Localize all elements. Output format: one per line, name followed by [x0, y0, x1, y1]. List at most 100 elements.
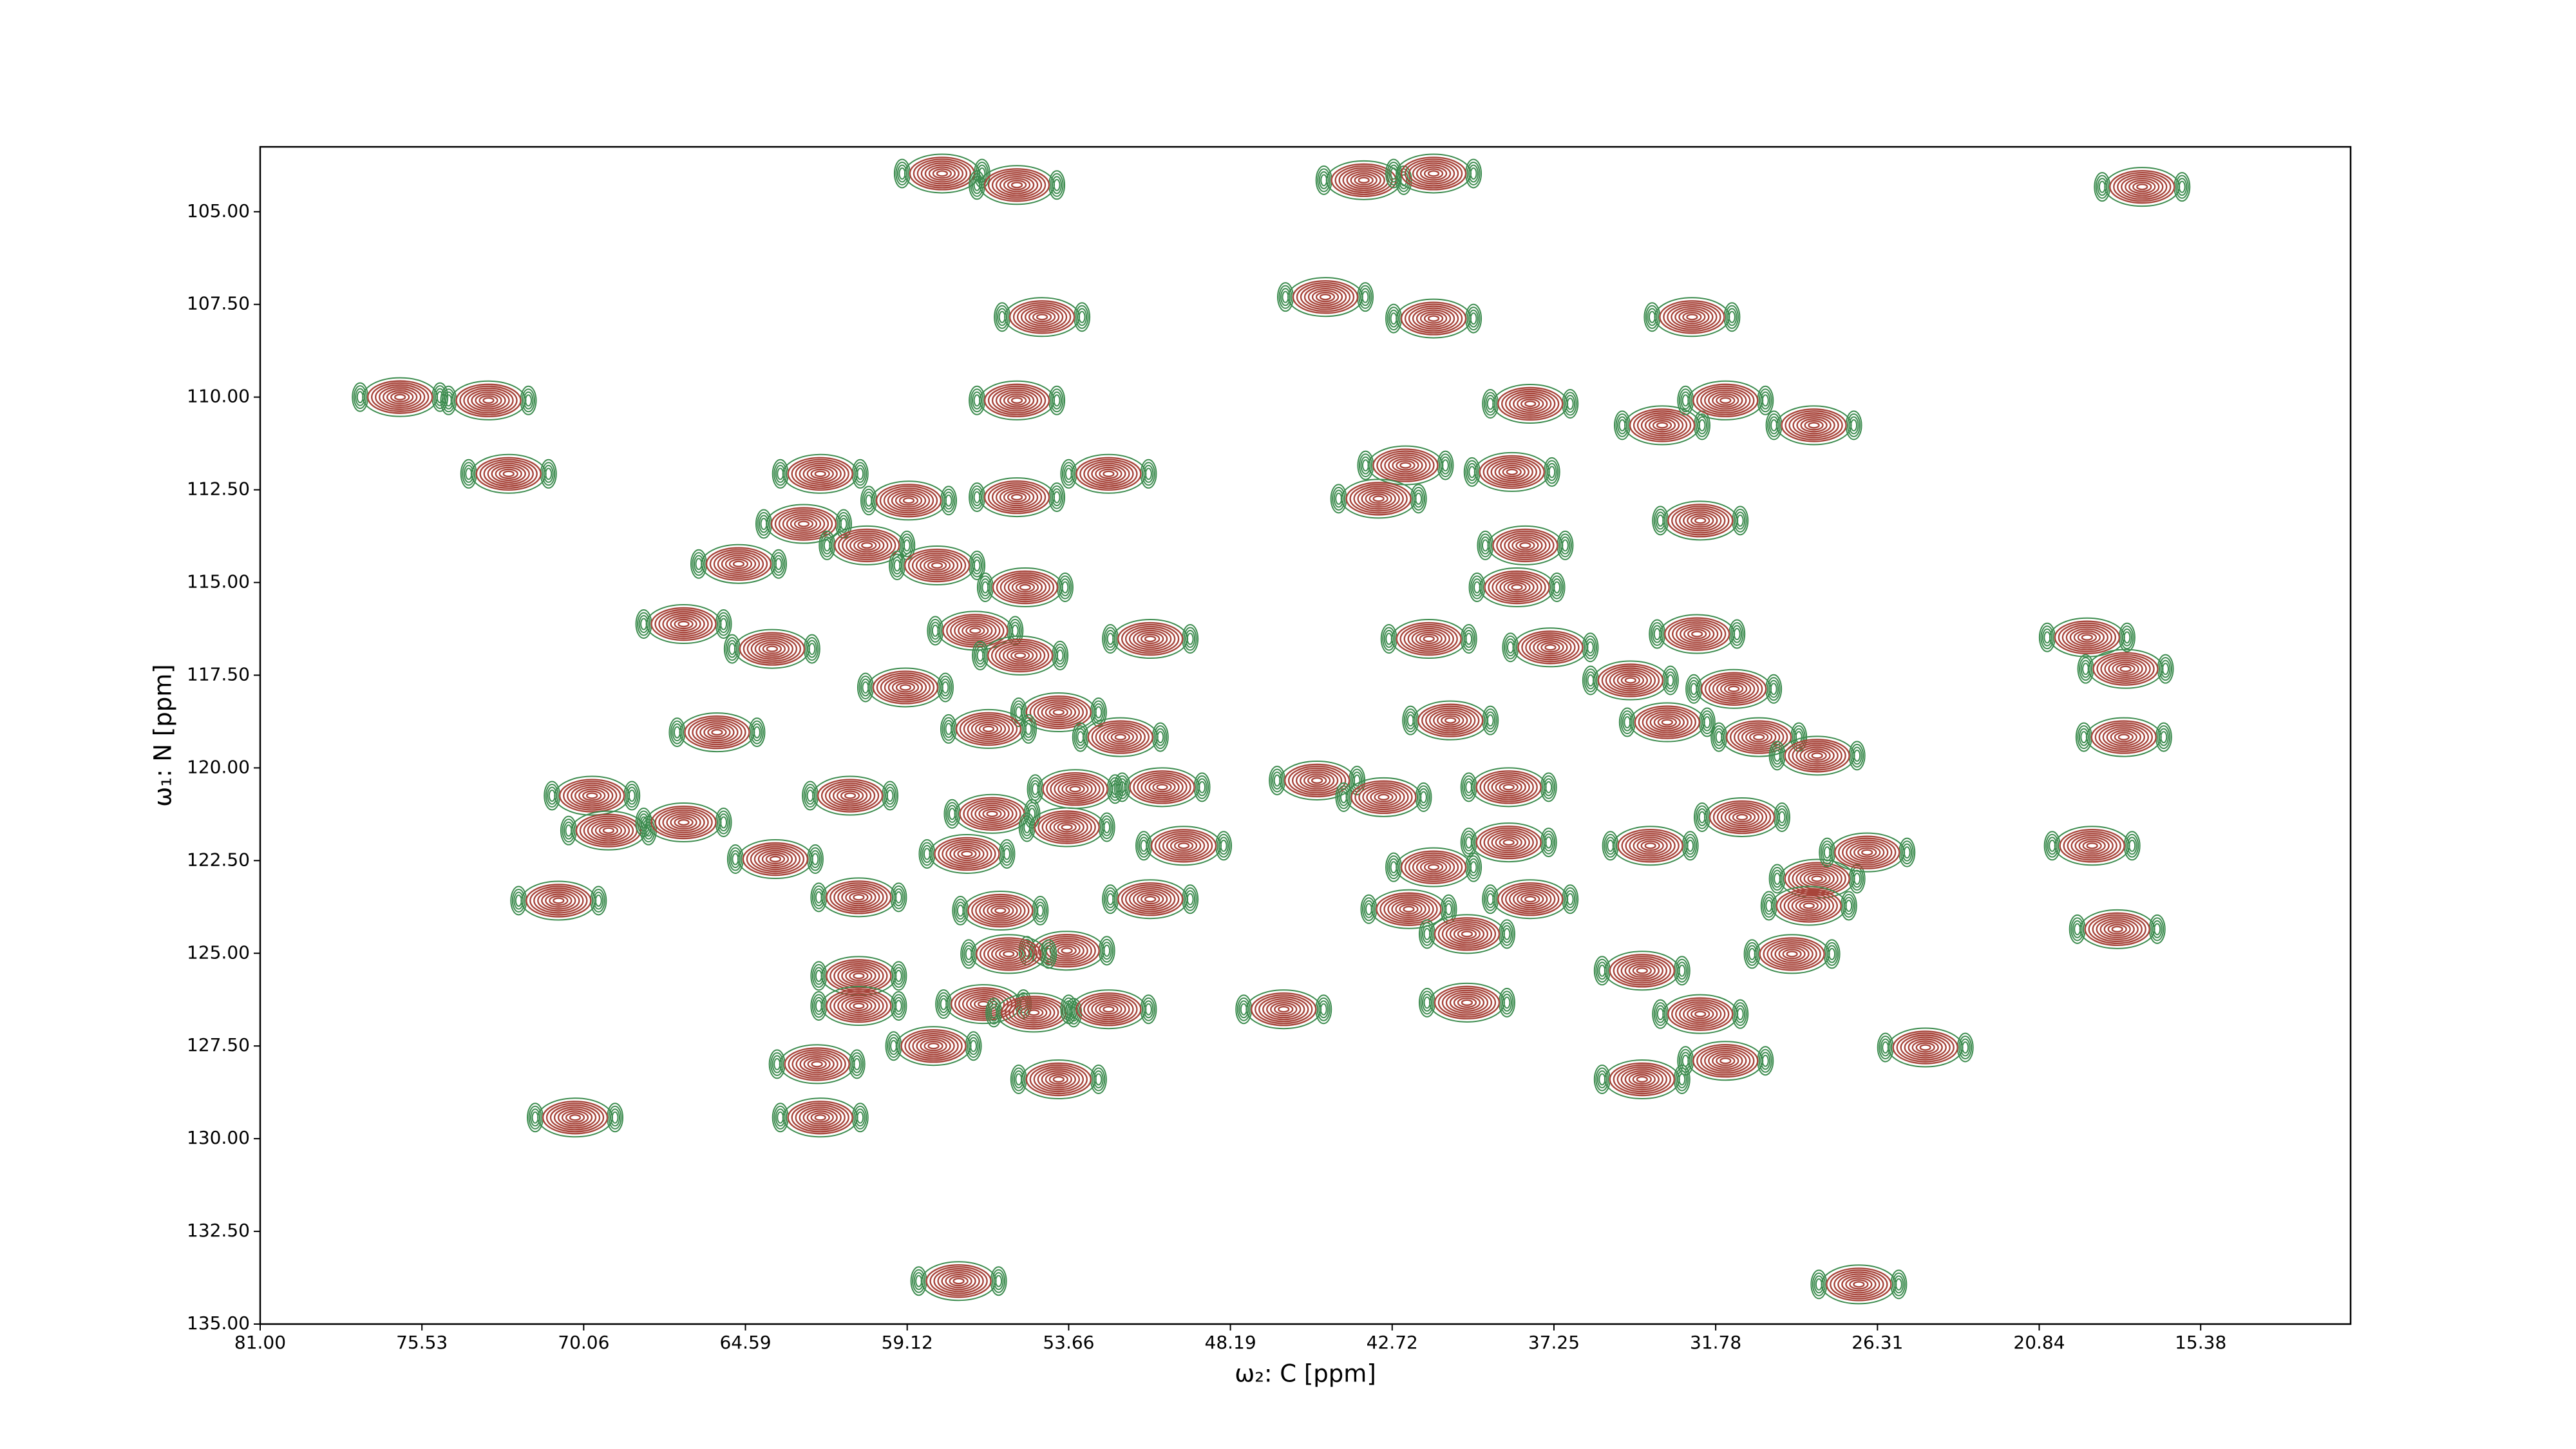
y-tick-label: 132.50 [187, 1220, 250, 1241]
peak [1150, 829, 1217, 863]
peak [1784, 739, 1850, 773]
peak [1667, 504, 1734, 538]
x-tick-label: 70.06 [558, 1332, 609, 1353]
peak [787, 457, 853, 491]
peak [1725, 720, 1792, 754]
peak [872, 670, 939, 705]
peak [1609, 1062, 1675, 1097]
y-tick-label: 127.50 [187, 1034, 250, 1056]
peak [1479, 455, 1545, 489]
peak [1663, 617, 1730, 651]
peak [1075, 992, 1142, 1027]
peak [1434, 985, 1501, 1019]
peak [1475, 770, 1542, 804]
y-tick-label: 117.50 [187, 663, 250, 685]
peak [526, 884, 592, 918]
peak [542, 1101, 609, 1135]
peak [650, 805, 717, 840]
y-tick-label: 105.00 [187, 200, 250, 222]
peak [987, 638, 1054, 673]
peak [834, 528, 900, 563]
peak [1709, 800, 1776, 835]
peak [1617, 829, 1683, 863]
y-tick-label: 125.00 [187, 942, 250, 963]
peak [904, 548, 971, 583]
peak [1025, 695, 1092, 730]
peak [1034, 934, 1100, 968]
peak [983, 383, 1050, 417]
peak [942, 614, 1009, 648]
x-tick-label: 81.00 [234, 1332, 286, 1353]
plot-area [260, 147, 2351, 1324]
peak [1597, 663, 1664, 697]
peaks [352, 153, 2191, 1305]
peak [2090, 720, 2157, 754]
peak [955, 712, 1022, 746]
peak [1759, 937, 1825, 971]
peak [1400, 301, 1467, 336]
y-tick-label: 120.00 [187, 756, 250, 777]
y-axis-label: ω₁: N [ppm] [149, 664, 177, 806]
peak [976, 937, 1042, 971]
peak [1292, 280, 1359, 314]
x-axis-label: ω₂: C [ppm] [1235, 1360, 1376, 1388]
x-tick-label: 15.38 [2175, 1332, 2226, 1353]
y-tick-label: 115.00 [187, 571, 250, 592]
y-tick-label: 112.50 [187, 478, 250, 500]
peak [742, 842, 809, 876]
peak [1075, 457, 1142, 491]
peak [983, 168, 1050, 202]
peak [739, 632, 806, 666]
peak [1396, 621, 1462, 656]
peak [366, 380, 433, 414]
peak [925, 1264, 992, 1298]
y-tick-label: 110.00 [187, 386, 250, 407]
peak [1034, 810, 1100, 844]
peak [1042, 772, 1108, 806]
peak [1892, 1030, 1958, 1065]
y-tick-label: 122.50 [187, 849, 250, 870]
peak [1129, 770, 1195, 804]
peak [992, 570, 1059, 605]
peak [1834, 835, 1900, 869]
peak [1117, 882, 1184, 916]
peak [1434, 917, 1501, 951]
peak [455, 383, 522, 417]
x-tick-label: 20.84 [2013, 1332, 2065, 1353]
peak [1781, 408, 1847, 442]
peak [1417, 703, 1484, 737]
peak [1784, 862, 1850, 896]
peak [826, 989, 892, 1023]
peak [1667, 997, 1734, 1031]
peak [1025, 1062, 1092, 1097]
peak [875, 484, 942, 518]
x-tick-label: 53.66 [1043, 1332, 1094, 1353]
peak [900, 1029, 967, 1063]
x-tick-label: 42.72 [1367, 1332, 1418, 1353]
peak [1700, 672, 1767, 706]
peak [967, 893, 1034, 928]
peak [983, 480, 1050, 515]
peak [684, 715, 750, 750]
y-tick-label: 130.00 [187, 1127, 250, 1148]
peak [1372, 448, 1439, 482]
peak [1400, 156, 1467, 191]
peak [1251, 992, 1317, 1027]
x-tick-label: 59.12 [882, 1332, 933, 1353]
peak [2092, 652, 2159, 686]
peak [1484, 570, 1550, 605]
peak [770, 507, 837, 541]
y-tick-label: 135.00 [187, 1312, 250, 1334]
peak [1776, 889, 1842, 923]
peak [909, 156, 976, 191]
peak [2109, 170, 2175, 204]
peak [1009, 300, 1075, 334]
peak [559, 779, 625, 813]
peak [1517, 630, 1584, 665]
peak [787, 1101, 853, 1135]
plot-frame [259, 146, 2352, 1325]
peak [1475, 825, 1542, 860]
peak [1400, 850, 1467, 884]
peak [1629, 408, 1696, 442]
peak [2054, 620, 2121, 654]
